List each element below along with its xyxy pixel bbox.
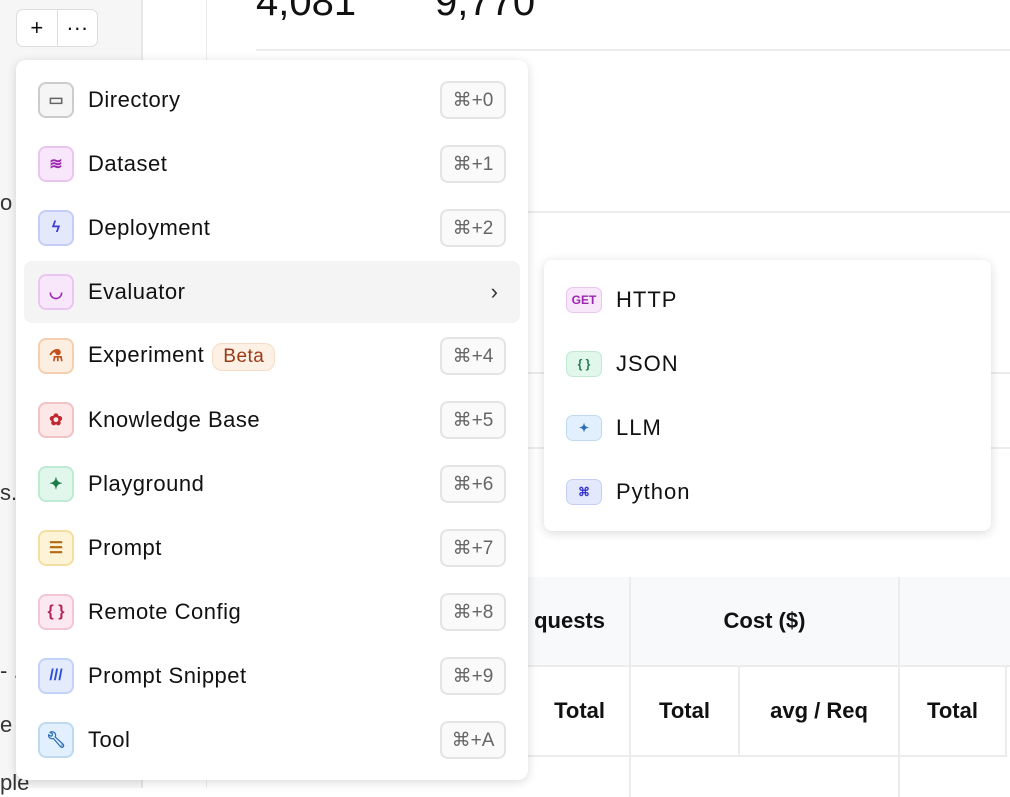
submenu-item-label: HTTP bbox=[616, 287, 678, 312]
stripes-icon: /// bbox=[38, 658, 74, 694]
lightning-icon: ϟ bbox=[38, 210, 74, 246]
submenu-item-llm[interactable]: ✦ LLM bbox=[544, 398, 991, 458]
brain-icon: ✿ bbox=[38, 402, 74, 438]
sparkles-icon: ✦ bbox=[566, 415, 602, 441]
shortcut-badge: ⌘+5 bbox=[440, 401, 506, 439]
menu-item-label: Dataset bbox=[88, 151, 167, 177]
menu-item-playground[interactable]: ✦ Playground ⌘+6 bbox=[24, 453, 520, 515]
submenu-item-python[interactable]: ⌘ Python bbox=[544, 462, 991, 522]
shortcut-badge: ⌘+A bbox=[440, 721, 506, 759]
column-header: Cost ($) bbox=[631, 577, 900, 667]
stat-value: 4,081 bbox=[256, 0, 357, 24]
submenu-item-label: LLM bbox=[616, 415, 662, 440]
chevron-right-icon: › bbox=[490, 279, 498, 304]
evaluator-submenu: GET HTTP{ } JSON ✦ LLM ⌘ Python bbox=[544, 260, 991, 531]
divider bbox=[256, 49, 1010, 51]
menu-item-prompt[interactable]: ☰ Prompt ⌘+7 bbox=[24, 517, 520, 579]
shortcut-badge: ⌘+1 bbox=[440, 145, 506, 183]
menu-item-label: Tool bbox=[88, 727, 130, 753]
label-text: Remote Config bbox=[88, 599, 242, 624]
stat-value: 9,770 bbox=[435, 0, 536, 24]
shortcut-badge: ⌘+9 bbox=[440, 657, 506, 695]
menu-item-label: Remote Config bbox=[88, 599, 241, 625]
sidebar-text-fragment: s. bbox=[0, 480, 18, 505]
column-subheader: Total bbox=[900, 667, 1007, 757]
shortcut-badge: ⌘+0 bbox=[440, 81, 506, 119]
menu-item-label: Playground bbox=[88, 471, 204, 497]
wrench-icon: 🔧︎ bbox=[38, 722, 74, 758]
label-text: Playground bbox=[88, 471, 205, 496]
shortcut-badge: ⌘+8 bbox=[440, 593, 506, 631]
menu-item-directory[interactable]: ▭ Directory ⌘+0 bbox=[24, 69, 520, 131]
label-text: Evaluator bbox=[88, 279, 186, 304]
layout-icon: ☰ bbox=[38, 530, 74, 566]
menu-item-tool[interactable]: 🔧︎ Tool ⌘+A bbox=[24, 709, 520, 771]
label-text: Prompt Snippet bbox=[88, 663, 247, 688]
python-icon: ⌘ bbox=[566, 479, 602, 505]
label-text: Tool bbox=[88, 727, 131, 752]
menu-item-knowledge-base[interactable]: ✿ Knowledge Base ⌘+5 bbox=[24, 389, 520, 451]
flask-icon: ⚗ bbox=[38, 338, 74, 374]
table-cell bbox=[440, 757, 631, 797]
menu-item-label: Experiment Beta bbox=[88, 341, 276, 371]
database-icon: ≋ bbox=[38, 146, 74, 182]
divider bbox=[256, 211, 1010, 213]
column-subheader: Total bbox=[440, 667, 631, 757]
submenu-item-label: Python bbox=[616, 479, 691, 504]
label-text: Directory bbox=[88, 87, 181, 112]
get-icon: GET bbox=[566, 287, 602, 313]
menu-item-label: Knowledge Base bbox=[88, 407, 260, 433]
sidebar-toolbar: + ··· bbox=[16, 9, 98, 47]
more-button[interactable]: ··· bbox=[66, 15, 89, 40]
beta-badge: Beta bbox=[212, 342, 276, 371]
menu-item-evaluator[interactable]: ◡ Evaluator › bbox=[24, 261, 520, 323]
menu-item-prompt-snippet[interactable]: /// Prompt Snippet ⌘+9 bbox=[24, 645, 520, 707]
label-text: Experiment bbox=[88, 341, 205, 367]
column-header bbox=[900, 577, 1010, 667]
menu-item-label: Prompt Snippet bbox=[88, 663, 247, 689]
submenu-item-http[interactable]: GET HTTP bbox=[544, 270, 991, 330]
braces-icon: { } bbox=[38, 594, 74, 630]
shortcut-badge: ⌘+6 bbox=[440, 465, 506, 503]
submenu-item-json[interactable]: { } JSON bbox=[544, 334, 991, 394]
sparkles-icon: ✦ bbox=[38, 466, 74, 502]
menu-item-experiment[interactable]: ⚗ Experiment Beta ⌘+4 bbox=[24, 325, 520, 387]
sidebar-text-fragment: o bbox=[0, 190, 13, 215]
label-text: Prompt bbox=[88, 535, 162, 560]
create-menu: ▭ Directory ⌘+0 ≋ Dataset ⌘+1 ϟ Deployment… bbox=[16, 60, 528, 780]
column-subheader: Total bbox=[631, 667, 740, 757]
table-cell bbox=[631, 757, 900, 797]
shield-icon: ◡ bbox=[38, 274, 74, 310]
column-subheader: avg / Req bbox=[740, 667, 900, 757]
folder-icon: ▭ bbox=[38, 82, 74, 118]
menu-item-label: Directory bbox=[88, 87, 181, 113]
sidebar-text-fragment: - . bbox=[0, 658, 20, 683]
add-button[interactable]: + bbox=[17, 10, 58, 46]
label-text: Deployment bbox=[88, 215, 211, 240]
label-text: Dataset bbox=[88, 151, 168, 176]
shortcut-badge: ⌘+4 bbox=[440, 337, 506, 375]
menu-item-label: Deployment bbox=[88, 215, 210, 241]
submenu-item-label: JSON bbox=[616, 351, 679, 376]
label-text: Knowledge Base bbox=[88, 407, 261, 432]
braces-icon: { } bbox=[566, 351, 602, 377]
shortcut-badge: ⌘+2 bbox=[440, 209, 506, 247]
menu-item-remote-config[interactable]: { } Remote Config ⌘+8 bbox=[24, 581, 520, 643]
menu-item-deployment[interactable]: ϟ Deployment ⌘+2 bbox=[24, 197, 520, 259]
menu-item-label: Evaluator bbox=[88, 279, 185, 305]
menu-item-label: Prompt bbox=[88, 535, 162, 561]
menu-item-dataset[interactable]: ≋ Dataset ⌘+1 bbox=[24, 133, 520, 195]
sidebar-text-fragment: e bbox=[0, 712, 13, 737]
shortcut-badge: ⌘+7 bbox=[440, 529, 506, 567]
